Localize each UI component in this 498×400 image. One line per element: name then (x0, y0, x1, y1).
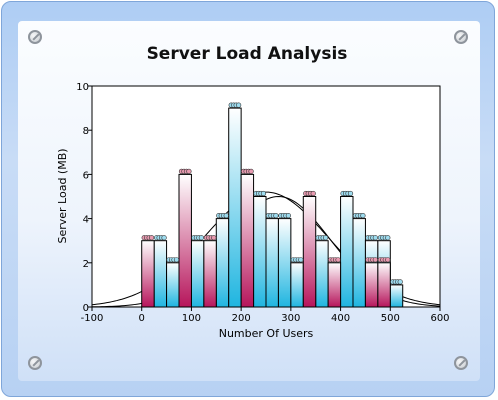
data-point-series-1 (372, 257, 378, 263)
x-tick-label: 200 (232, 313, 251, 324)
bar-series-1 (178, 173, 192, 308)
data-point-series-2 (223, 213, 229, 219)
data-point-series-2 (298, 257, 304, 263)
y-axis-ticks: 0 2 4 6 8 10 (76, 82, 92, 314)
bar-series-2 (265, 218, 279, 308)
data-point-series-2 (260, 190, 267, 197)
bar-series-1 (302, 196, 317, 308)
data-point-series-2 (360, 213, 366, 219)
y-tick-label: 0 (83, 303, 89, 314)
data-point-series-2 (323, 235, 329, 241)
y-tick-label: 2 (83, 259, 89, 270)
data-point-series-1 (385, 257, 391, 263)
y-tick-label: 10 (76, 82, 89, 93)
bar-series-2 (253, 196, 267, 308)
data-point-series-1 (149, 235, 155, 241)
bar-series-2 (290, 262, 304, 308)
data-point-series-2 (161, 235, 167, 241)
data-point-series-2 (198, 235, 204, 241)
bar-series-2 (215, 218, 230, 308)
data-point-series-2 (397, 279, 403, 285)
data-point-series-1 (211, 235, 217, 241)
data-point-series-2 (385, 235, 391, 241)
bar-series-1 (203, 240, 217, 308)
data-point-series-1 (310, 190, 316, 197)
bars-layer (141, 107, 404, 308)
x-tick-label: 300 (281, 313, 300, 324)
x-tick-label: 0 (139, 313, 145, 324)
y-tick-label: 6 (83, 170, 89, 181)
bar-series-2 (352, 218, 366, 308)
x-tick-label: 600 (430, 313, 449, 324)
data-point-series-2 (347, 190, 354, 197)
data-points-layer (141, 102, 403, 285)
data-point-series-2 (285, 213, 291, 219)
screw-icon (28, 356, 42, 370)
bar-series-2 (340, 196, 354, 308)
bar-series-2 (228, 107, 242, 308)
chart-title: Server Load Analysis (146, 44, 348, 64)
x-axis-label: Number Of Users (219, 327, 314, 340)
data-point-series-1 (335, 257, 341, 263)
data-point-series-2 (372, 235, 378, 241)
data-point-series-1 (248, 168, 254, 174)
bar-series-1 (327, 262, 342, 308)
data-point-series-2 (173, 257, 180, 263)
data-point-series-1 (186, 168, 192, 174)
bar-series-2 (277, 218, 292, 308)
x-tick-label: 400 (331, 313, 350, 324)
screw-icon (454, 356, 468, 370)
bar-series-1 (377, 262, 391, 308)
bar-series-1 (141, 240, 155, 308)
bar-series-2 (166, 262, 180, 308)
bar-series-1 (240, 173, 255, 308)
screw-icon (454, 30, 468, 44)
bar-series-2 (389, 284, 404, 308)
x-tick-label: 500 (381, 313, 400, 324)
data-point-series-2 (273, 213, 279, 219)
bar-series-2 (190, 240, 205, 308)
x-axis-ticks: -100 0 100 200 300 400 500 600 (81, 307, 450, 324)
y-tick-label: 8 (83, 126, 89, 137)
y-axis-label: Server Load (MB) (56, 148, 69, 243)
y-tick-label: 4 (83, 215, 89, 226)
screw-icon (28, 30, 42, 44)
x-tick-label: -100 (81, 313, 104, 324)
bar-series-2 (153, 240, 168, 308)
bar-series-1 (364, 262, 379, 308)
x-tick-label: 100 (182, 313, 201, 324)
data-point-series-2 (236, 102, 242, 108)
bar-series-2 (315, 240, 329, 308)
